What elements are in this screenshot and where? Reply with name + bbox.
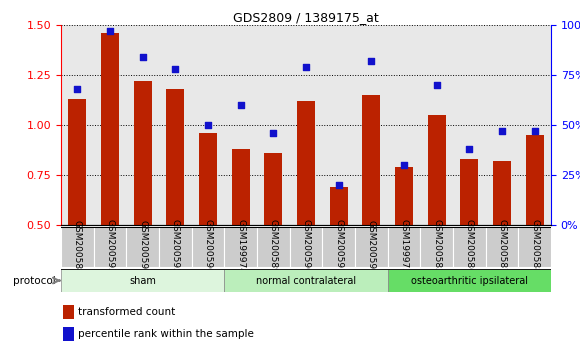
Point (399, 162, 408, 168)
Bar (387, 227, 420, 267)
Text: protocol: protocol (13, 275, 56, 286)
Bar (519, 25, 551, 225)
Bar (329, 187, 347, 225)
Bar (257, 227, 289, 267)
Point (465, 146, 474, 152)
Text: GSM200591: GSM200591 (334, 219, 343, 274)
Text: GSM200593: GSM200593 (106, 219, 114, 274)
Bar (453, 25, 485, 225)
Bar (231, 149, 249, 225)
Bar (101, 33, 119, 225)
Bar (93, 227, 126, 267)
Bar (264, 153, 282, 225)
Bar (93, 25, 126, 225)
Bar (166, 89, 184, 225)
Text: GSM200594: GSM200594 (138, 219, 147, 274)
Bar (126, 25, 159, 225)
Point (432, 82, 441, 88)
Bar (395, 167, 413, 225)
Bar (257, 25, 289, 225)
Bar (61, 25, 93, 225)
Text: GSM200586: GSM200586 (465, 219, 474, 274)
Bar (355, 25, 387, 225)
Text: GSM200587: GSM200587 (498, 219, 506, 274)
Bar (362, 95, 380, 225)
Bar (493, 161, 511, 225)
Bar (61, 227, 93, 267)
Point (138, 54, 147, 59)
Text: GSM199974: GSM199974 (236, 219, 245, 274)
Text: normal contralateral: normal contralateral (256, 275, 356, 286)
Bar (322, 25, 355, 225)
Bar (420, 25, 453, 225)
Text: GSM200590: GSM200590 (302, 219, 310, 274)
Bar (453, 227, 485, 267)
Bar (461, 159, 478, 225)
Bar (525, 135, 543, 225)
Text: GSM200588: GSM200588 (530, 219, 539, 274)
Bar (224, 269, 387, 292)
Text: percentile rank within the sample: percentile rank within the sample (78, 329, 254, 339)
Text: GSM200595: GSM200595 (171, 219, 180, 274)
Bar (63, 327, 74, 341)
Bar (224, 227, 257, 267)
Bar (159, 227, 191, 267)
Text: sham: sham (129, 275, 156, 286)
Bar (297, 101, 315, 225)
Bar (126, 227, 159, 267)
Bar (68, 99, 86, 225)
Point (302, 64, 311, 70)
Bar (289, 25, 322, 225)
Title: GDS2809 / 1389175_at: GDS2809 / 1389175_at (233, 11, 379, 24)
Point (334, 182, 343, 188)
Bar (224, 25, 257, 225)
Point (530, 128, 539, 133)
Point (203, 122, 212, 128)
Point (106, 28, 115, 34)
Text: GSM199973: GSM199973 (400, 219, 408, 274)
Bar (289, 227, 322, 267)
Bar (387, 25, 420, 225)
Bar (485, 227, 519, 267)
Text: GSM200584: GSM200584 (72, 219, 82, 274)
Point (269, 130, 278, 136)
Bar (159, 25, 191, 225)
Bar (427, 115, 445, 225)
Text: transformed count: transformed count (78, 307, 175, 317)
Bar (387, 269, 551, 292)
Bar (191, 227, 224, 267)
Text: GSM200585: GSM200585 (432, 219, 441, 274)
Bar (61, 269, 224, 292)
Point (171, 66, 180, 72)
Bar (191, 25, 224, 225)
Bar (63, 305, 74, 319)
Text: GSM200596: GSM200596 (204, 219, 212, 274)
Bar (322, 227, 355, 267)
Point (367, 58, 376, 64)
Bar (519, 227, 551, 267)
Text: GSM200592: GSM200592 (367, 219, 376, 274)
Bar (199, 133, 217, 225)
Point (236, 102, 245, 108)
Point (498, 128, 507, 133)
Bar (133, 81, 151, 225)
Point (72, 86, 82, 92)
Bar (485, 25, 519, 225)
Bar (420, 227, 453, 267)
Text: osteoarthritic ipsilateral: osteoarthritic ipsilateral (411, 275, 528, 286)
Bar (355, 227, 387, 267)
Text: GSM200589: GSM200589 (269, 219, 278, 274)
